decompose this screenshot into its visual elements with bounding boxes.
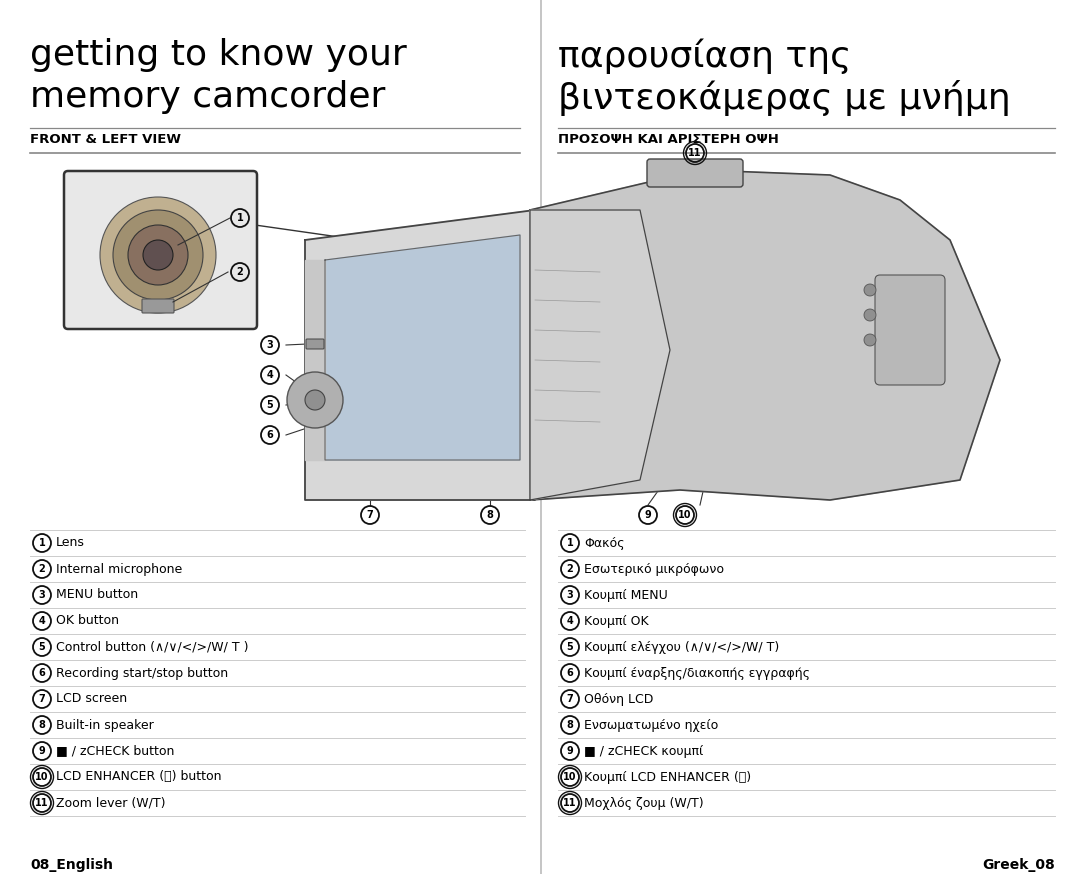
Text: 2: 2 [567, 564, 573, 574]
Text: 11: 11 [688, 148, 702, 158]
FancyBboxPatch shape [141, 299, 174, 313]
Text: Ενσωματωμένο ηχείο: Ενσωματωμένο ηχείο [584, 718, 718, 732]
Polygon shape [530, 210, 670, 500]
Text: Οθόνη LCD: Οθόνη LCD [584, 692, 653, 705]
Text: Μοχλός ζουμ (W/T): Μοχλός ζουμ (W/T) [584, 796, 704, 809]
Text: 5: 5 [567, 642, 573, 652]
Text: LCD ENHANCER (ⓡ) button: LCD ENHANCER (ⓡ) button [56, 771, 221, 783]
Polygon shape [325, 235, 519, 460]
Text: 8: 8 [567, 720, 573, 730]
Text: 7: 7 [567, 694, 573, 704]
Circle shape [100, 197, 216, 313]
Text: 9: 9 [645, 510, 651, 520]
Circle shape [864, 284, 876, 296]
Text: 7: 7 [39, 694, 45, 704]
Text: Recording start/stop button: Recording start/stop button [56, 667, 228, 679]
Text: 1: 1 [237, 213, 243, 223]
Circle shape [305, 390, 325, 410]
Text: 6: 6 [567, 668, 573, 678]
Text: 10: 10 [678, 510, 692, 520]
Polygon shape [305, 260, 325, 460]
Text: Κουμπί LCD ENHANCER (ⓡ): Κουμπί LCD ENHANCER (ⓡ) [584, 771, 751, 783]
Text: Κουμπί MENU: Κουμπί MENU [584, 588, 667, 601]
Text: LCD screen: LCD screen [56, 692, 127, 705]
Text: 3: 3 [267, 340, 273, 350]
Text: 10: 10 [564, 772, 577, 782]
FancyBboxPatch shape [875, 275, 945, 385]
Text: ■ / ᴢCHECK button: ■ / ᴢCHECK button [56, 745, 174, 758]
Text: 8: 8 [487, 510, 494, 520]
Text: Lens: Lens [56, 537, 85, 550]
Text: FRONT & LEFT VIEW: FRONT & LEFT VIEW [30, 133, 181, 146]
Text: 6: 6 [267, 430, 273, 440]
Text: 2: 2 [39, 564, 45, 574]
Text: Greek_08: Greek_08 [982, 858, 1055, 872]
Text: 5: 5 [39, 642, 45, 652]
Text: memory camcorder: memory camcorder [30, 80, 386, 114]
Text: 11: 11 [564, 798, 577, 808]
Text: 9: 9 [39, 746, 45, 756]
Text: Zoom lever (W/T): Zoom lever (W/T) [56, 796, 165, 809]
Text: Εσωτερικό μικρόφωνο: Εσωτερικό μικρόφωνο [584, 563, 724, 575]
Circle shape [129, 225, 188, 285]
Text: 2: 2 [237, 267, 243, 277]
Text: Built-in speaker: Built-in speaker [56, 718, 153, 732]
Circle shape [113, 210, 203, 300]
Circle shape [143, 240, 173, 270]
FancyBboxPatch shape [64, 171, 257, 329]
Text: Control button (∧/∨/</>/W/ T ): Control button (∧/∨/</>/W/ T ) [56, 641, 248, 654]
Text: 8: 8 [39, 720, 45, 730]
Text: 4: 4 [267, 370, 273, 380]
FancyBboxPatch shape [306, 339, 324, 349]
Text: 9: 9 [567, 746, 573, 756]
Text: 11: 11 [36, 798, 49, 808]
Text: ■ / ᴢCHECK κουμπί: ■ / ᴢCHECK κουμπί [584, 745, 703, 758]
Text: ΠΡΟΣΟΨΗ ΚΑΙ ΑΡΙΣΤΕΡΗ ΟΨΗ: ΠΡΟΣΟΨΗ ΚΑΙ ΑΡΙΣΤΕΡΗ ΟΨΗ [558, 133, 779, 146]
Text: 7: 7 [366, 510, 374, 520]
Text: 4: 4 [39, 616, 45, 626]
Polygon shape [305, 210, 535, 500]
Text: 3: 3 [567, 590, 573, 600]
FancyBboxPatch shape [647, 159, 743, 187]
Text: 1: 1 [567, 538, 573, 548]
Text: getting to know your: getting to know your [30, 38, 407, 72]
Text: βιντεοκάμερας με μνήμη: βιντεοκάμερας με μνήμη [558, 80, 1011, 116]
Circle shape [864, 309, 876, 321]
Circle shape [864, 334, 876, 346]
Polygon shape [530, 170, 1000, 500]
Text: 5: 5 [267, 400, 273, 410]
Text: 08_English: 08_English [30, 858, 113, 872]
Text: Κουμπί έναρξης/διακοπής εγγραφής: Κουμπί έναρξης/διακοπής εγγραφής [584, 667, 810, 679]
Text: 1: 1 [39, 538, 45, 548]
Text: Φακός: Φακός [584, 537, 624, 550]
Circle shape [287, 372, 343, 428]
Text: Internal microphone: Internal microphone [56, 563, 183, 575]
Text: MENU button: MENU button [56, 588, 138, 601]
Text: 4: 4 [567, 616, 573, 626]
Text: 6: 6 [39, 668, 45, 678]
Text: παρουσίαση της: παρουσίαση της [558, 38, 851, 73]
Text: Κουμπί OK: Κουμπί OK [584, 614, 649, 628]
Text: 3: 3 [39, 590, 45, 600]
Text: 10: 10 [36, 772, 49, 782]
Text: OK button: OK button [56, 614, 119, 628]
Text: Κουμπί ελέγχου (∧/∨/</>/W/ T): Κουμπί ελέγχου (∧/∨/</>/W/ T) [584, 641, 780, 654]
